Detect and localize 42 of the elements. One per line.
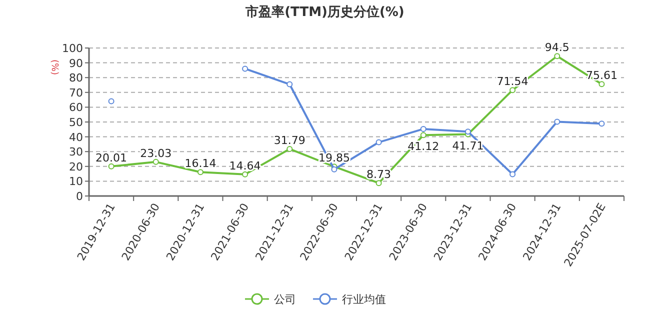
- point: [510, 171, 516, 178]
- y-tick-label: 70: [69, 86, 83, 100]
- y-tick-label: 90: [69, 56, 83, 70]
- data-label: 14.64: [229, 159, 261, 172]
- point: [152, 158, 159, 165]
- y-tick-label: 50: [69, 116, 83, 129]
- chart-title: 市盈率(TTM)历史分位(%): [244, 4, 404, 20]
- point: [242, 66, 248, 72]
- point: [598, 81, 605, 88]
- y-axis-title: (%): [49, 59, 59, 76]
- data-label: 16.14: [184, 157, 216, 170]
- data-label: 31.79: [274, 134, 306, 147]
- point: [331, 166, 338, 172]
- point: [510, 87, 516, 94]
- point: [420, 126, 426, 132]
- y-tick-label: 60: [69, 101, 83, 114]
- point: [376, 139, 382, 146]
- data-label: 94.5: [544, 41, 570, 54]
- point: [376, 180, 382, 186]
- y-tick-label: 100: [62, 42, 83, 55]
- point: [554, 118, 560, 125]
- point: [108, 98, 114, 104]
- y-tick-label: 40: [69, 130, 83, 144]
- point: [286, 146, 293, 152]
- y-tick-label: 10: [69, 175, 83, 188]
- y-tick-label: 80: [69, 72, 83, 85]
- legend-label: 公司: [274, 293, 296, 306]
- point: [286, 81, 293, 88]
- y-tick-label: 20: [69, 160, 83, 174]
- y-tick-label: 0: [76, 190, 83, 203]
- point: [108, 163, 114, 170]
- point: [464, 128, 471, 135]
- point: [554, 53, 560, 60]
- point: [242, 171, 248, 178]
- data-label: 20.01: [96, 151, 128, 164]
- legend-label: 行业均值: [342, 293, 386, 306]
- point: [197, 169, 204, 176]
- data-label: 41.71: [452, 139, 484, 152]
- point: [598, 120, 605, 127]
- data-label: 23.03: [140, 146, 172, 160]
- y-tick-label: 30: [69, 146, 83, 159]
- point: [420, 132, 426, 138]
